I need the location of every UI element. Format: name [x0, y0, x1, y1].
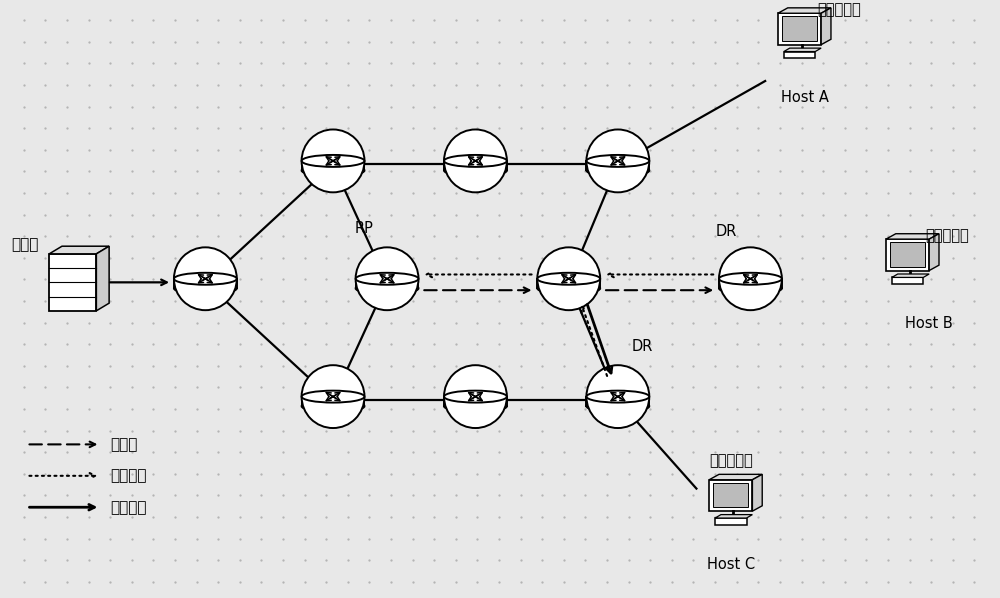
FancyBboxPatch shape [778, 13, 821, 45]
Circle shape [302, 130, 364, 193]
Text: 组播接收者: 组播接收者 [817, 2, 861, 17]
Text: 组播接收者: 组播接收者 [709, 453, 753, 469]
Ellipse shape [444, 390, 507, 402]
Ellipse shape [586, 164, 649, 176]
Ellipse shape [719, 273, 782, 285]
Text: DR: DR [632, 338, 653, 353]
Ellipse shape [444, 164, 507, 176]
Ellipse shape [302, 155, 364, 167]
Circle shape [174, 248, 237, 310]
Text: Host C: Host C [707, 557, 755, 572]
Polygon shape [752, 474, 762, 511]
Ellipse shape [719, 282, 782, 294]
FancyBboxPatch shape [784, 51, 815, 59]
Ellipse shape [356, 273, 418, 285]
Ellipse shape [586, 155, 649, 167]
Circle shape [537, 248, 600, 310]
FancyBboxPatch shape [709, 480, 752, 511]
FancyBboxPatch shape [782, 16, 817, 41]
Polygon shape [821, 8, 831, 45]
Polygon shape [892, 274, 929, 277]
Ellipse shape [174, 273, 237, 285]
Circle shape [586, 365, 649, 428]
Circle shape [444, 365, 507, 428]
FancyBboxPatch shape [713, 483, 748, 507]
FancyBboxPatch shape [892, 277, 923, 284]
Text: Host B: Host B [905, 316, 953, 331]
Circle shape [356, 248, 418, 310]
Ellipse shape [356, 282, 418, 294]
Circle shape [444, 130, 507, 193]
Polygon shape [886, 234, 939, 239]
Ellipse shape [302, 164, 364, 176]
Ellipse shape [586, 390, 649, 402]
Polygon shape [929, 234, 939, 270]
Ellipse shape [444, 400, 507, 412]
Text: 组播报文: 组播报文 [110, 500, 147, 515]
Circle shape [586, 130, 649, 193]
Ellipse shape [444, 155, 507, 167]
Ellipse shape [302, 390, 364, 402]
Text: Host A: Host A [781, 90, 828, 105]
Ellipse shape [537, 282, 600, 294]
FancyBboxPatch shape [886, 239, 929, 270]
Polygon shape [96, 246, 109, 311]
Ellipse shape [586, 400, 649, 412]
Ellipse shape [537, 273, 600, 285]
Ellipse shape [174, 282, 237, 294]
Polygon shape [709, 474, 762, 480]
Polygon shape [778, 8, 831, 13]
Text: 组播接收者: 组播接收者 [925, 228, 969, 243]
Polygon shape [49, 246, 109, 254]
Circle shape [302, 365, 364, 428]
Polygon shape [784, 48, 821, 51]
Polygon shape [715, 515, 752, 518]
Text: 共享树: 共享树 [110, 437, 137, 452]
Text: 组播源: 组播源 [11, 237, 38, 252]
FancyBboxPatch shape [715, 518, 747, 525]
Text: 加入报文: 加入报文 [110, 468, 147, 483]
FancyBboxPatch shape [49, 254, 96, 311]
Ellipse shape [302, 400, 364, 412]
Text: DR: DR [715, 224, 737, 239]
FancyBboxPatch shape [890, 242, 925, 267]
Text: RP: RP [355, 221, 374, 236]
Circle shape [719, 248, 782, 310]
